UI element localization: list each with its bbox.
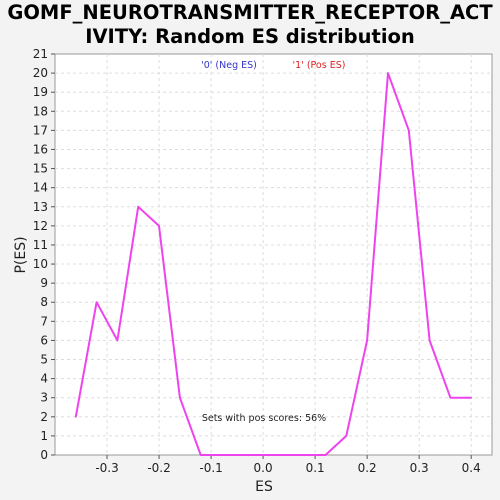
y-tick-label: 3: [40, 391, 48, 405]
data-point: [75, 416, 77, 418]
plot-area: [54, 53, 493, 456]
data-point: [407, 129, 410, 132]
x-tick-label: -0.3: [95, 461, 118, 475]
data-point: [470, 396, 472, 399]
legend-item-pos-es: '1' (Pos ES): [293, 60, 346, 71]
data-point: [303, 454, 306, 456]
data-point: [158, 225, 160, 227]
y-tick-label: 7: [40, 314, 48, 328]
y-tick-label: 8: [40, 295, 48, 309]
y-tick-label: 9: [40, 276, 48, 290]
pos-scores-annotation: Sets with pos scores: 56%: [202, 413, 326, 424]
data-point: [262, 454, 264, 456]
y-tick-label: 14: [33, 181, 48, 195]
data-point: [137, 205, 140, 208]
y-tick-label: 19: [33, 85, 48, 99]
x-axis-ticks: -0.3 -0.2 -0.1 0.0 0.1 0.2 0.3 0.4: [95, 455, 481, 475]
y-tick-label: 5: [40, 353, 48, 367]
data-point: [387, 72, 389, 74]
y-tick-label: 6: [40, 333, 48, 347]
x-tick-label: 0.2: [358, 461, 377, 475]
y-tick-label: 18: [33, 104, 48, 118]
data-point: [199, 454, 202, 456]
y-tick-label: 20: [33, 66, 48, 80]
y-tick-label: 15: [33, 162, 48, 176]
data-point: [449, 396, 452, 399]
legend-item-neg-es: '0' (Neg ES): [201, 60, 257, 71]
data-point: [179, 396, 181, 399]
x-axis-label: ES: [255, 479, 273, 495]
y-tick-label: 0: [40, 448, 48, 462]
x-tick-label: 0.4: [462, 461, 481, 475]
y-tick-label: 16: [33, 142, 48, 156]
chart-title-line-2: IVITY: Random ES distribution: [85, 25, 415, 48]
series-line: [74, 72, 472, 456]
y-tick-label: 2: [40, 410, 48, 424]
data-point: [95, 301, 98, 304]
x-tick-label: -0.1: [199, 461, 222, 475]
x-tick-label: 0.3: [410, 461, 429, 475]
grid-lines: [55, 54, 492, 455]
data-point: [366, 339, 368, 342]
y-tick-label: 11: [33, 238, 48, 252]
data-point: [428, 339, 431, 342]
data-point: [324, 454, 327, 456]
data-point: [345, 435, 348, 437]
y-tick-label: 1: [40, 429, 48, 443]
chart-title-line-1: GOMF_NEUROTRANSMITTER_RECEPTOR_ACT: [7, 1, 493, 24]
data-point: [116, 339, 119, 342]
data-point: [283, 454, 285, 456]
y-tick-label: 13: [33, 200, 48, 214]
y-tick-label: 10: [33, 257, 48, 271]
data-point: [220, 454, 223, 456]
x-tick-label: 0.0: [254, 461, 273, 475]
series-layer: [74, 72, 472, 456]
data-point: [241, 454, 244, 456]
y-tick-label: 21: [33, 47, 48, 61]
y-tick-label: 17: [33, 123, 48, 137]
y-tick-label: 4: [40, 372, 48, 386]
x-tick-label: 0.1: [306, 461, 325, 475]
y-axis-label: P(ES): [13, 236, 29, 273]
x-tick-label: -0.2: [147, 461, 170, 475]
y-tick-label: 12: [33, 219, 48, 233]
